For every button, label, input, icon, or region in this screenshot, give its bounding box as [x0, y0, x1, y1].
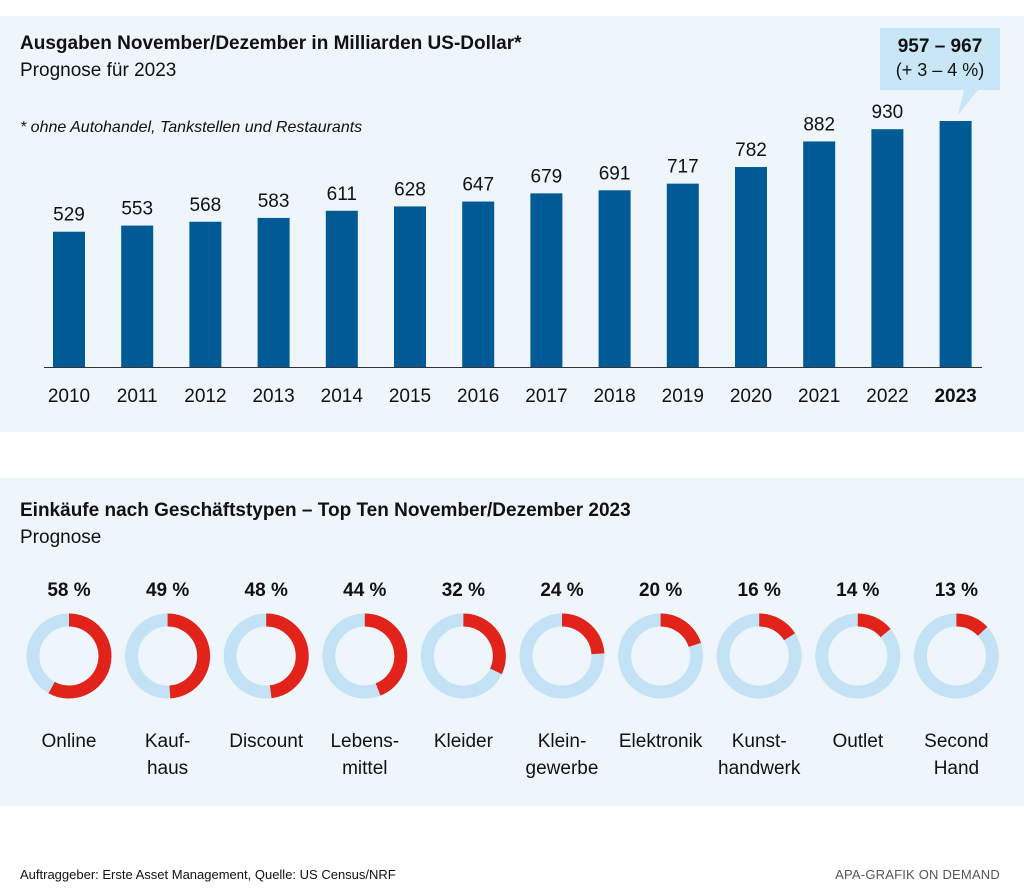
donut-category-label: Discount [229, 731, 304, 752]
donut-segment [364, 613, 408, 696]
bar-value-label: 529 [53, 205, 85, 226]
bar-value-label: 583 [258, 191, 290, 212]
x-tick-label: 2022 [866, 386, 908, 407]
bar-chart: 529 2010 553 2011 568 2012 583 2013 611 2014 628 20… [44, 28, 1000, 407]
donut-value-label: 20 % [639, 580, 682, 601]
donut-value-label: 44 % [343, 580, 386, 601]
x-tick-label: 2020 [730, 386, 772, 407]
x-tick-label: 2019 [662, 386, 704, 407]
donut-category-label: gewerbe [526, 758, 599, 779]
donut-category-label: haus [147, 758, 188, 779]
x-tick-label: 2018 [593, 386, 635, 407]
donut-segment [660, 613, 702, 648]
donut-chart-panel [0, 478, 1024, 806]
donut-segment [561, 613, 605, 655]
bar-value-label: 930 [872, 102, 904, 123]
bar-value-label: 717 [667, 157, 699, 178]
donut-segment [955, 613, 988, 637]
x-tick-label: 2013 [252, 386, 294, 407]
bar-2017 [530, 193, 563, 367]
donut-chart-title: Einkäufe nach Geschäftstypen – Top Ten N… [20, 500, 631, 521]
donut-value-label: 48 % [245, 580, 288, 601]
donut-segment [857, 613, 891, 638]
bar-2014 [325, 210, 358, 367]
donut-value-label: 13 % [935, 580, 978, 601]
bar-chart-title: Ausgaben November/Dezember in Milliarden… [20, 33, 522, 54]
forecast-callout [880, 28, 1000, 115]
bar-2023 [939, 121, 972, 367]
x-tick-label: 2012 [184, 386, 226, 407]
bar-chart-panel [0, 16, 1024, 432]
bar-2019 [666, 183, 699, 367]
donut-segment [167, 613, 211, 699]
donut-category-label: handwerk [718, 758, 801, 779]
donut-segment [758, 613, 796, 641]
x-tick-label: 2011 [117, 386, 158, 407]
bar-2013 [257, 217, 290, 367]
donut-value-label: 24 % [540, 580, 583, 601]
x-tick-label: 2016 [457, 386, 499, 407]
donut-category-label: Lebens- [330, 731, 399, 752]
bar-value-label: 628 [394, 179, 426, 200]
bar-2016 [462, 201, 495, 367]
bar-value-label: 691 [599, 163, 631, 184]
bar-value-label: 611 [327, 184, 357, 205]
donut-category-label: Elektronik [619, 731, 703, 752]
donut-category-label: Second [924, 731, 988, 752]
credit-label: APA-GRAFIK ON DEMAND [835, 867, 1000, 882]
bar-2022 [871, 129, 904, 367]
donut-segment [265, 613, 309, 699]
donut-category-label: Kauf- [145, 731, 190, 752]
donut-category-label: Klein- [538, 731, 587, 752]
donut-value-label: 16 % [738, 580, 781, 601]
forecast-change: (+ 3 – 4 %) [896, 60, 985, 80]
bar-2021 [803, 141, 836, 367]
bar-value-label: 679 [531, 166, 563, 187]
bar-2018 [598, 190, 631, 367]
donut-category-label: mittel [342, 758, 387, 779]
donut-category-label: Outlet [832, 731, 883, 752]
bar-2020 [735, 167, 767, 367]
bar-value-label: 568 [190, 195, 222, 216]
donut-value-label: 49 % [146, 580, 189, 601]
donut-segment [463, 613, 506, 675]
x-tick-label: 2015 [389, 386, 431, 407]
donut-segment [48, 613, 112, 699]
donut-category-label: Kunst- [732, 731, 787, 752]
bar-2012 [189, 221, 222, 367]
source-note: Auftraggeber: Erste Asset Management, Qu… [20, 867, 396, 882]
donut-value-label: 14 % [836, 580, 879, 601]
donut-value-label: 58 % [47, 580, 90, 601]
x-tick-label: 2017 [525, 386, 567, 407]
donut-chart-subtitle: Prognose [20, 527, 102, 548]
bar-2015 [394, 206, 426, 367]
donut-value-label: 32 % [442, 580, 485, 601]
bar-chart-footnote: * ohne Autohandel, Tankstellen und Resta… [20, 119, 363, 136]
donut-category-label: Online [42, 731, 97, 752]
bar-chart-subtitle: Prognose für 2023 [20, 60, 177, 81]
bar-value-label: 882 [803, 114, 835, 135]
bar-2011 [121, 225, 154, 367]
donut-category-label: Hand [934, 758, 979, 779]
bar-value-label: 553 [121, 199, 153, 220]
x-tick-label: 2023 [934, 386, 976, 407]
x-tick-label: 2021 [798, 386, 840, 407]
bar-2010 [53, 231, 85, 367]
bar-value-label: 647 [462, 175, 494, 196]
bar-value-label: 782 [735, 140, 767, 161]
donut-category-label: Kleider [434, 731, 494, 752]
forecast-value: 957 – 967 [898, 36, 983, 57]
x-tick-label: 2010 [48, 386, 90, 407]
x-tick-label: 2014 [321, 386, 364, 407]
